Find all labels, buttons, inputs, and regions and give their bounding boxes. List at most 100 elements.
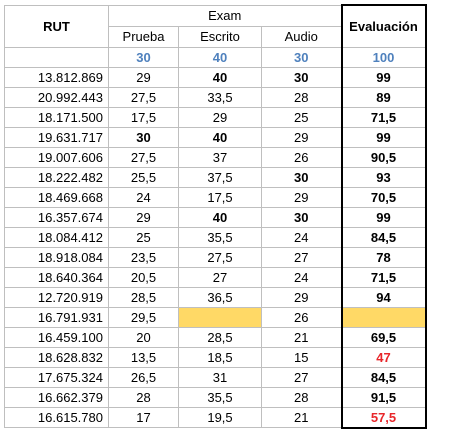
rut-cell[interactable]: 18.222.482	[4, 166, 109, 188]
prueba-cell[interactable]: 13,5	[108, 346, 179, 368]
evaluacion-cell[interactable]: 69,5	[340, 326, 427, 348]
rut-cell[interactable]: 20.992.443	[4, 86, 109, 108]
audio-cell[interactable]: 28	[261, 86, 342, 108]
prueba-cell[interactable]: 29	[108, 66, 179, 88]
rut-cell[interactable]: 13.812.869	[4, 66, 109, 88]
audio-cell[interactable]: 29	[261, 186, 342, 208]
evaluacion-cell[interactable]: 99	[340, 126, 427, 148]
escrito-cell[interactable]: 40	[178, 126, 262, 148]
prueba-cell[interactable]: 27,5	[108, 86, 179, 108]
prueba-cell[interactable]: 23,5	[108, 246, 179, 268]
rut-cell[interactable]: 18.171.500	[4, 106, 109, 128]
audio-cell[interactable]: 30	[261, 66, 342, 88]
rut-cell[interactable]: 12.720.919	[4, 286, 109, 308]
audio-cell[interactable]: 27	[261, 366, 342, 388]
rut-cell[interactable]: 18.084.412	[4, 226, 109, 248]
audio-cell[interactable]: 25	[261, 106, 342, 128]
escrito-cell[interactable]: 29	[178, 106, 262, 128]
escrito-cell[interactable]: 40	[178, 66, 262, 88]
evaluacion-cell[interactable]: 90,5	[340, 146, 427, 168]
evaluacion-cell[interactable]: 70,5	[340, 186, 427, 208]
table-row: 13.812.869 29 40 30 99	[4, 66, 427, 88]
evaluacion-cell[interactable]: 91,5	[340, 386, 427, 408]
escrito-cell[interactable]: 19,5	[178, 406, 262, 428]
audio-cell[interactable]: 29	[261, 126, 342, 148]
max-score-evaluacion: 100	[340, 46, 427, 68]
audio-cell[interactable]: 28	[261, 386, 342, 408]
prueba-cell[interactable]: 28,5	[108, 286, 179, 308]
escrito-cell[interactable]: 40	[178, 206, 262, 228]
escrito-cell[interactable]: 31	[178, 366, 262, 388]
rut-cell[interactable]: 19.631.717	[4, 126, 109, 148]
escrito-cell[interactable]: 27	[178, 266, 262, 288]
rut-cell[interactable]: 17.675.324	[4, 366, 109, 388]
evaluacion-cell[interactable]	[340, 306, 427, 328]
prueba-cell[interactable]: 17	[108, 406, 179, 428]
exam-header: Exam	[108, 4, 342, 27]
escrito-cell[interactable]: 35,5	[178, 226, 262, 248]
escrito-cell[interactable]: 27,5	[178, 246, 262, 268]
audio-cell[interactable]: 29	[261, 286, 342, 308]
prueba-cell[interactable]: 20	[108, 326, 179, 348]
escrito-cell[interactable]: 28,5	[178, 326, 262, 348]
evaluacion-cell[interactable]: 84,5	[340, 366, 427, 388]
audio-cell[interactable]: 30	[261, 166, 342, 188]
max-score-audio: 30	[261, 46, 342, 68]
prueba-cell[interactable]: 20,5	[108, 266, 179, 288]
evaluacion-cell[interactable]: 84,5	[340, 226, 427, 248]
grade-rows: 13.812.869 29 40 30 99 20.992.443 27,5 33,5 28 89…	[4, 66, 427, 429]
max-score-prueba: 30	[108, 46, 179, 68]
rut-cell[interactable]: 16.662.379	[4, 386, 109, 408]
rut-cell[interactable]: 18.628.832	[4, 346, 109, 368]
escrito-cell[interactable]: 37	[178, 146, 262, 168]
rut-cell[interactable]: 18.918.084	[4, 246, 109, 268]
table-row: 16.357.674 29 40 30 99	[4, 206, 427, 228]
escrito-cell[interactable]: 33,5	[178, 86, 262, 108]
evaluacion-cell[interactable]: 93	[340, 166, 427, 188]
prueba-cell[interactable]: 29	[108, 206, 179, 228]
audio-cell[interactable]: 24	[261, 266, 342, 288]
escrito-cell[interactable]: 18,5	[178, 346, 262, 368]
audio-cell[interactable]: 26	[261, 306, 342, 328]
prueba-cell[interactable]: 17,5	[108, 106, 179, 128]
prueba-cell[interactable]: 25,5	[108, 166, 179, 188]
audio-cell[interactable]: 15	[261, 346, 342, 368]
audio-cell[interactable]: 24	[261, 226, 342, 248]
rut-cell[interactable]: 16.615.780	[4, 406, 109, 428]
escrito-cell[interactable]	[178, 306, 262, 328]
prueba-cell[interactable]: 29,5	[108, 306, 179, 328]
evaluacion-cell[interactable]: 99	[340, 206, 427, 228]
evaluacion-cell[interactable]: 71,5	[340, 266, 427, 288]
evaluacion-cell[interactable]: 89	[340, 86, 427, 108]
escrito-cell[interactable]: 37,5	[178, 166, 262, 188]
evaluacion-cell[interactable]: 71,5	[340, 106, 427, 128]
prueba-cell[interactable]: 24	[108, 186, 179, 208]
prueba-cell[interactable]: 27,5	[108, 146, 179, 168]
rut-cell[interactable]: 16.459.100	[4, 326, 109, 348]
escrito-cell[interactable]: 35,5	[178, 386, 262, 408]
escrito-cell[interactable]: 17,5	[178, 186, 262, 208]
evaluacion-cell[interactable]: 47	[340, 346, 427, 368]
rut-cell[interactable]: 18.640.364	[4, 266, 109, 288]
evaluacion-cell[interactable]: 57,5	[340, 406, 427, 429]
audio-cell[interactable]: 21	[261, 326, 342, 348]
audio-cell[interactable]: 30	[261, 206, 342, 228]
prueba-cell[interactable]: 30	[108, 126, 179, 148]
rut-cell[interactable]: 16.791.931	[4, 306, 109, 328]
evaluacion-cell[interactable]: 94	[340, 286, 427, 308]
escrito-cell[interactable]: 36,5	[178, 286, 262, 308]
prueba-cell[interactable]: 28	[108, 386, 179, 408]
audio-cell[interactable]: 21	[261, 406, 342, 428]
evaluacion-cell[interactable]: 78	[340, 246, 427, 268]
audio-cell[interactable]: 27	[261, 246, 342, 268]
prueba-cell[interactable]: 26,5	[108, 366, 179, 388]
rut-cell[interactable]: 19.007.606	[4, 146, 109, 168]
rut-cell[interactable]: 18.469.668	[4, 186, 109, 208]
max-score-escrito: 40	[178, 46, 262, 68]
evaluacion-cell[interactable]: 99	[340, 66, 427, 88]
audio-cell[interactable]: 26	[261, 146, 342, 168]
table-row: 19.631.717 30 40 29 99	[4, 126, 427, 148]
rut-cell[interactable]: 16.357.674	[4, 206, 109, 228]
table-row: 20.992.443 27,5 33,5 28 89	[4, 86, 427, 108]
prueba-cell[interactable]: 25	[108, 226, 179, 248]
